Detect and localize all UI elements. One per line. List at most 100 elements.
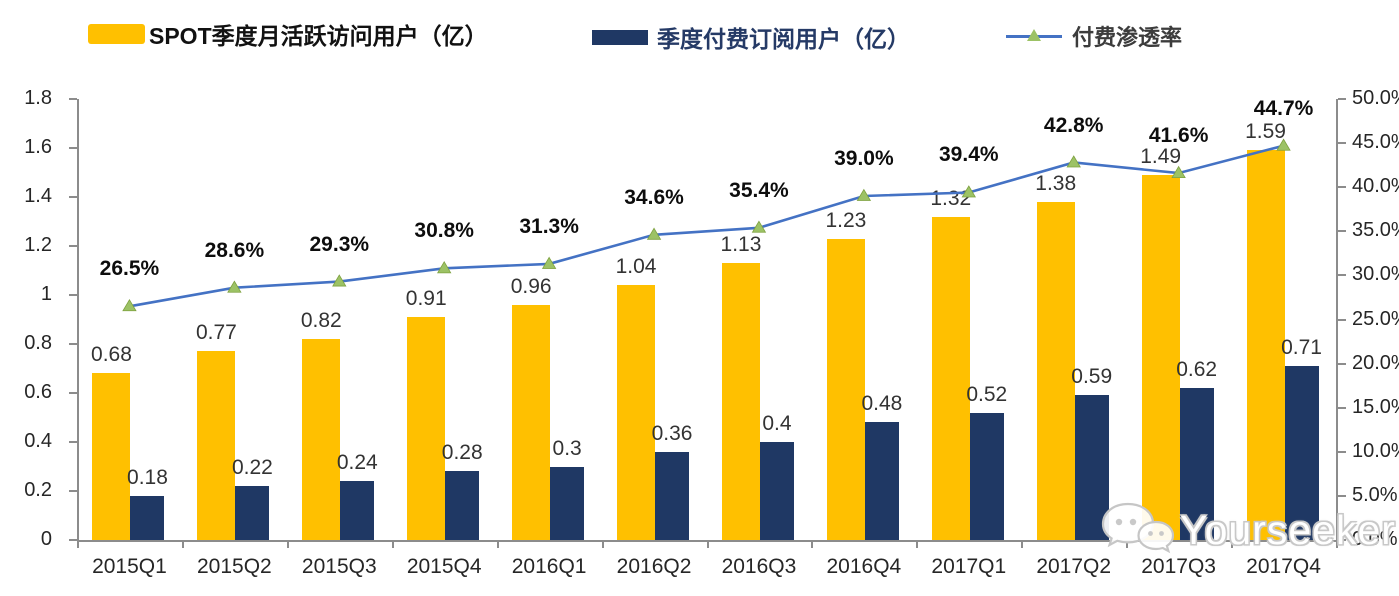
mau-value-label: 0.68 xyxy=(91,343,132,367)
x-axis-label: 2015Q4 xyxy=(406,555,482,578)
subscribers-bar xyxy=(235,486,270,540)
mau-bar xyxy=(407,317,446,540)
y-axis-tick xyxy=(69,98,77,100)
x-axis-tick xyxy=(391,542,394,548)
subscribers-bar xyxy=(550,466,585,540)
x-axis-tick xyxy=(601,542,604,548)
y-axis-tick-label: 0.6 xyxy=(24,381,52,403)
penetration-marker xyxy=(751,220,767,233)
legend-item-subscribers: 季度付费订阅用户（亿） xyxy=(592,20,910,54)
secondary-y-axis-tick-label: 0.0% xyxy=(1352,528,1398,550)
x-axis-label: 2016Q3 xyxy=(721,555,797,578)
mau-value-label: 1.59 xyxy=(1245,120,1286,144)
mau-bar xyxy=(826,238,865,540)
x-axis-label: 2017Q2 xyxy=(1036,555,1112,578)
x-axis-label: 2016Q2 xyxy=(616,555,692,578)
x-axis-tick xyxy=(181,542,184,548)
penetration-value-label: 34.6% xyxy=(624,185,684,209)
y-axis-tick-label: 1.6 xyxy=(24,136,52,158)
subscribers-bar xyxy=(1179,388,1214,540)
y-axis-tick xyxy=(69,196,77,198)
x-axis-label: 2017Q3 xyxy=(1141,555,1216,578)
subscribers-value-label: 0.52 xyxy=(966,382,1008,406)
mau-value-label: 0.96 xyxy=(510,274,552,298)
x-axis-label: 2015Q1 xyxy=(92,555,167,578)
mau-bar xyxy=(721,263,760,540)
y-axis-tick-label: 1 xyxy=(40,283,52,305)
y-axis-tick-label: 0.8 xyxy=(24,332,52,354)
triangle-marker-icon xyxy=(1027,29,1041,41)
mau-legend-swatch xyxy=(88,24,145,44)
subscribers-bar xyxy=(1074,395,1109,540)
x-axis-line xyxy=(77,540,1338,542)
mau-bar xyxy=(512,304,551,540)
secondary-y-axis-tick xyxy=(1338,539,1346,541)
y-axis-tick-label: 1.4 xyxy=(24,185,52,207)
mau-value-label: 1.38 xyxy=(1035,171,1077,195)
secondary-y-axis-tick-label: 40.0% xyxy=(1352,175,1399,198)
subscribers-value-label: 0.59 xyxy=(1071,365,1113,389)
x-axis-label: 2016Q4 xyxy=(826,555,902,578)
x-axis-tick xyxy=(496,542,499,548)
subscribers-legend-label: 季度付费订阅用户（亿） xyxy=(657,26,910,52)
x-axis-label: 2016Q1 xyxy=(511,555,587,578)
x-axis-tick xyxy=(1231,542,1234,548)
secondary-y-axis-tick-label: 25.0% xyxy=(1352,307,1399,330)
secondary-y-axis-tick xyxy=(1338,450,1346,453)
y-axis-tick xyxy=(69,147,77,149)
secondary-y-axis-tick-label: 30.0% xyxy=(1352,263,1399,286)
y-axis-tick xyxy=(69,392,77,394)
watermark-text: Yourseeker xyxy=(1180,506,1396,553)
mau-value-label: 1.32 xyxy=(930,186,972,210)
y-axis-tick xyxy=(69,343,77,345)
secondary-y-axis-tick xyxy=(1338,406,1346,409)
penetration-value-label: 29.3% xyxy=(309,232,370,256)
penetration-value-label: 39.0% xyxy=(834,147,894,171)
mau-value-label: 0.82 xyxy=(300,309,342,333)
secondary-y-axis-tick-label: 35.0% xyxy=(1352,219,1399,242)
subscribers-bar xyxy=(445,471,480,540)
legend-item-penetration: 付费渗透率 xyxy=(1006,20,1182,52)
mau-value-label: 1.04 xyxy=(615,255,657,279)
x-axis-tick xyxy=(706,542,709,548)
y-axis-tick xyxy=(69,441,77,443)
penetration-value-label: 39.4% xyxy=(939,143,999,167)
mau-value-label: 0.91 xyxy=(405,287,447,311)
penetration-marker xyxy=(122,298,137,312)
penetration-marker xyxy=(437,261,452,274)
subscribers-legend-swatch xyxy=(592,29,648,45)
mau-value-label: 1.13 xyxy=(720,233,762,257)
secondary-y-axis-tick xyxy=(1338,494,1346,497)
penetration-line xyxy=(129,144,1284,308)
subscribers-value-label: 0.71 xyxy=(1281,336,1322,360)
penetration-marker xyxy=(646,227,662,240)
y-axis-tick xyxy=(69,245,77,247)
y-axis-tick-label: 0.2 xyxy=(24,479,52,501)
watermark: Yourseeker xyxy=(1100,500,1396,560)
penetration-value-label: 44.7% xyxy=(1253,96,1314,120)
wechat-chat-bubbles-icon xyxy=(1101,502,1174,554)
penetration-legend-marker xyxy=(1006,25,1062,47)
y-axis-line xyxy=(77,99,79,540)
penetration-value-label: 30.8% xyxy=(414,219,474,243)
mau-bar xyxy=(617,285,656,540)
secondary-y-axis-tick xyxy=(1338,318,1346,321)
subscribers-bar xyxy=(655,451,690,540)
subscribers-bar xyxy=(1284,366,1319,540)
x-axis-tick xyxy=(77,542,79,548)
penetration-value-label: 26.5% xyxy=(99,257,160,281)
subscribers-value-label: 0.18 xyxy=(127,465,168,489)
penetration-marker xyxy=(1066,155,1081,168)
x-axis-label: 2015Q3 xyxy=(301,555,377,578)
subscribers-value-label: 0.36 xyxy=(651,421,693,445)
y-axis-tick xyxy=(69,539,77,541)
y-axis-tick xyxy=(69,490,77,492)
mau-bar xyxy=(302,339,341,540)
secondary-y-axis-line xyxy=(1336,99,1338,540)
subscribers-bar xyxy=(340,481,375,540)
penetration-marker xyxy=(227,280,242,293)
subscribers-bar xyxy=(759,442,794,540)
secondary-y-axis-tick xyxy=(1338,362,1346,365)
penetration-value-label: 31.3% xyxy=(519,214,579,238)
